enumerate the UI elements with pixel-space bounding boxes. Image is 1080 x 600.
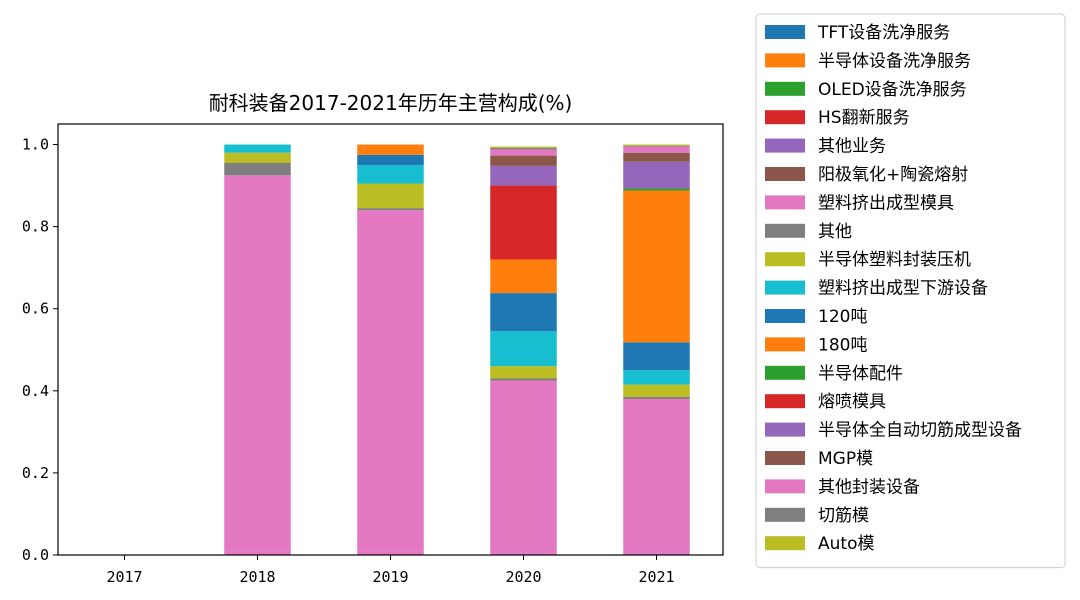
- bar-segment-2020-19: [490, 331, 557, 367]
- x-tick-label: 2021: [638, 568, 674, 586]
- legend-swatch: [765, 252, 805, 267]
- legend-swatch: [765, 422, 805, 437]
- legend-label: 其他封装设备: [818, 477, 920, 497]
- bar-segment-2019-19: [357, 165, 424, 184]
- legend-swatch: [765, 81, 805, 96]
- bar-segment-2018-17: [224, 162, 291, 176]
- axes-group: 0.0 0.2 0.4 0.6 0.8 1.0 2017 2018 2019 2020 2021: [22, 123, 724, 586]
- bar-segment-2021-22: [623, 188, 690, 191]
- legend-swatch: [765, 110, 805, 125]
- bar-segment-2021-20: [623, 342, 690, 371]
- legend-swatch: [765, 280, 805, 295]
- bar-segment-2020-17: [490, 378, 557, 381]
- legend-swatch: [765, 53, 805, 68]
- legend-swatch: [765, 337, 805, 352]
- bars-group: [91, 144, 690, 556]
- bar-segment-2018-19: [224, 144, 291, 153]
- legend-swatch: [765, 195, 805, 210]
- legend-label: 半导体设备洗净服务: [818, 51, 971, 71]
- legend-label: 塑料挤出成型下游设备: [818, 279, 988, 299]
- legend-swatch: [765, 365, 805, 380]
- bar-segment-2018-16: [224, 175, 291, 551]
- bar-segment-2021-24: [623, 161, 690, 189]
- bar-segment-2021-16: [623, 399, 690, 553]
- bar-segment-2020-18: [490, 366, 557, 379]
- bar-segment-2021-26: [623, 146, 690, 153]
- legend-label: 120吨: [818, 307, 867, 327]
- legend-label: Auto模: [818, 534, 874, 554]
- y-tick-label: 0.4: [22, 382, 49, 400]
- y-tick-label: 0.8: [22, 218, 49, 236]
- bar-segment-2021-18: [623, 384, 690, 397]
- legend-label: 其他: [818, 222, 852, 242]
- legend-swatch: [765, 223, 805, 238]
- x-tick-label: 2018: [239, 568, 275, 586]
- bar-segment-2019-20: [357, 154, 424, 166]
- bar-segment-2021-6: [623, 552, 690, 555]
- legend-label: OLED设备洗净服务: [818, 80, 967, 100]
- legend-label: HS翻新服务: [818, 108, 910, 128]
- chart-title: 耐科装备2017-2021年历年主营构成(%): [209, 91, 573, 115]
- y-tick-label: 0.6: [22, 300, 49, 318]
- legend-swatch: [765, 451, 805, 465]
- y-tick-label: 0.0: [22, 546, 49, 564]
- bar-segment-2020-24: [490, 165, 557, 186]
- bar-segment-2021-17: [623, 396, 690, 400]
- legend-label: 阳极氧化+陶瓷熔射: [818, 165, 968, 185]
- bar-segment-2019-17: [357, 208, 424, 211]
- legend-label: 180吨: [818, 335, 867, 355]
- y-tick-label: 0.2: [22, 464, 49, 482]
- legend-swatch: [765, 309, 805, 323]
- bar-segment-2020-25: [490, 155, 557, 166]
- bar-segment-2021-25: [623, 152, 690, 162]
- legend-swatch: [765, 138, 805, 153]
- bar-segment-2021-27: [623, 145, 690, 147]
- legend-label: TFT设备洗净服务: [817, 23, 950, 43]
- bar-segment-2020-16: [490, 380, 557, 553]
- legend-swatch: [765, 536, 805, 551]
- legend-label: 其他业务: [818, 137, 886, 157]
- legend-label: 熔喷模具: [818, 392, 886, 412]
- x-tick-label: 2019: [372, 568, 408, 586]
- bar-segment-2019-16: [357, 210, 424, 551]
- bar-segment-2020-21: [490, 259, 557, 294]
- legend-swatch: [765, 479, 805, 494]
- y-tick-label: 1.0: [22, 136, 49, 154]
- legend-label: 切筋模: [818, 506, 869, 526]
- bar-segment-2019-21: [357, 144, 424, 155]
- legend-frame: [755, 13, 1066, 569]
- bar-segment-2019-6: [357, 550, 424, 555]
- legend-label: 半导体配件: [818, 364, 903, 384]
- legend-label: 塑料挤出成型模具: [818, 193, 954, 213]
- bar-segment-2021-28: [623, 144, 690, 146]
- legend-swatch: [765, 167, 805, 181]
- bar-segment-2020-20: [490, 293, 557, 332]
- bar-segment-2018-6: [224, 550, 291, 555]
- legend-label: MGP模: [818, 449, 873, 469]
- legend-label: 半导体塑料封装压机: [818, 250, 971, 270]
- bar-segment-2021-19: [623, 370, 690, 385]
- legend-swatch: [765, 25, 805, 39]
- bar-segment-2020-23: [490, 185, 557, 260]
- bar-segment-2019-18: [357, 183, 424, 209]
- bar-segment-2020-27: [490, 147, 557, 150]
- x-tick-label: 2020: [505, 568, 541, 586]
- bar-segment-2020-26: [490, 149, 557, 156]
- x-tick-label: 2017: [106, 568, 142, 586]
- bar-segment-2018-18: [224, 152, 291, 163]
- bar-segment-2021-21: [623, 190, 690, 343]
- bar-segment-2020-28: [490, 146, 557, 148]
- legend-swatch: [765, 507, 805, 522]
- legend-label: 半导体全自动切筋成型设备: [818, 421, 1022, 441]
- legend-swatch: [765, 394, 805, 409]
- bar-segment-2020-6: [490, 552, 557, 555]
